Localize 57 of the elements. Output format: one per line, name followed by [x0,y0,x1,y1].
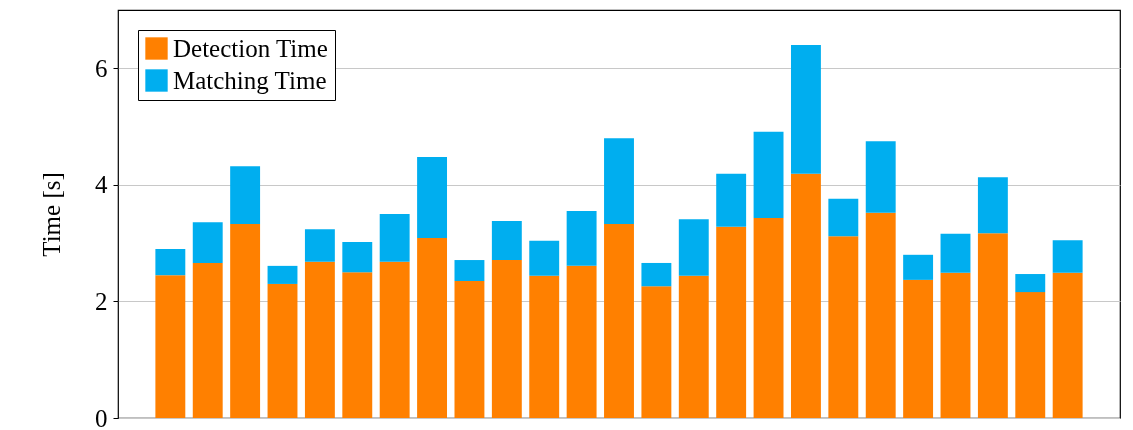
bar [716,173,747,227]
bar [529,240,560,276]
bar [977,177,1008,234]
bar [155,275,186,418]
bar [753,218,784,418]
bar [790,44,821,174]
bar [828,198,859,237]
bar [230,166,261,224]
y-axis-title: Time [s] [38,172,65,257]
y-tick-label: 4 [95,171,108,199]
bar [342,272,373,418]
bar [304,261,335,418]
bar [865,212,896,418]
bar [304,229,335,262]
bar [566,265,597,418]
bar [1052,240,1083,273]
legend-label: Detection Time [173,34,328,62]
bar [940,233,971,273]
bar [977,233,1008,418]
bar [678,275,709,418]
bar [1052,272,1083,418]
bar [604,223,634,418]
y-tick-label: 6 [95,54,108,82]
bar [903,279,934,418]
bar [716,226,747,418]
bar [267,265,298,284]
bar [790,173,821,418]
bar [1015,292,1046,418]
bar [753,131,784,219]
y-tick-label: 2 [95,287,108,315]
bar [454,281,485,418]
bar [865,141,896,213]
bar [491,220,522,261]
bar [379,261,410,418]
bar [155,248,186,276]
bar [342,241,373,273]
bar [641,286,672,418]
bar [940,272,971,418]
legend-label: Matching Time [173,66,327,94]
bar [379,214,410,262]
bar [903,254,934,280]
bar [267,283,298,418]
bar [529,275,560,418]
bar [417,156,448,238]
bar [192,222,223,263]
bar [230,223,261,418]
bar [678,219,709,276]
bar [604,138,634,224]
bar [417,237,448,418]
bar [641,262,672,287]
bar [192,262,223,418]
bar [491,260,522,418]
y-tick-label: 0 [95,404,108,430]
bar [566,211,597,266]
bar [454,260,485,282]
bar [1015,274,1046,293]
bar [828,236,859,418]
